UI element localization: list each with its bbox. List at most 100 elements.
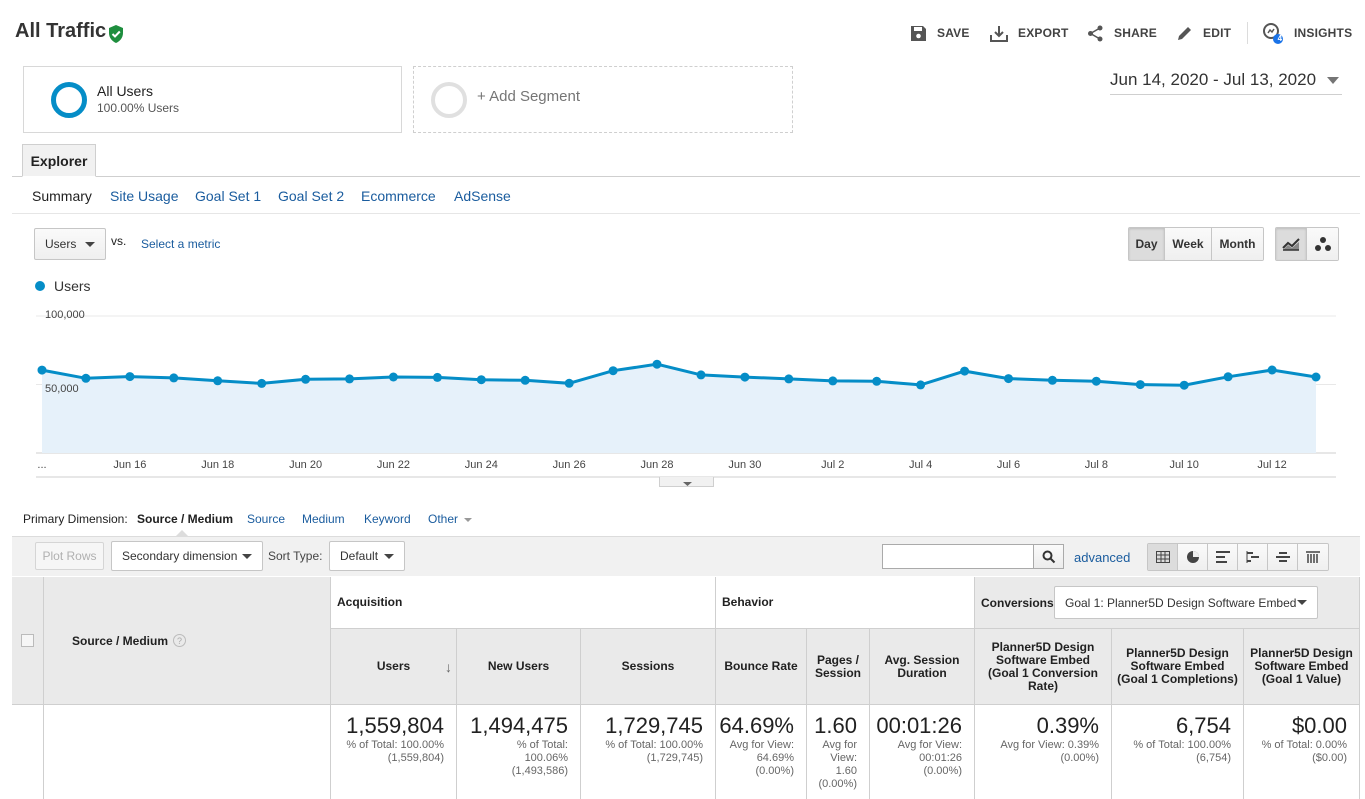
data-point[interactable] <box>1135 380 1145 390</box>
column-header-pages-per-session[interactable]: Pages / Session <box>807 629 870 705</box>
total-subtext: % of Total: <box>516 739 568 751</box>
subtab-goal-set-2[interactable]: Goal Set 2 <box>278 188 345 204</box>
data-point[interactable] <box>608 366 618 376</box>
data-point[interactable] <box>125 372 135 382</box>
dimension-other-dropdown[interactable]: Other <box>428 512 473 526</box>
subtab-ecommerce[interactable]: Ecommerce <box>361 188 436 204</box>
data-point[interactable] <box>1004 374 1013 384</box>
dimension-keyword-link[interactable]: Keyword <box>364 512 411 526</box>
sort-descending-icon[interactable]: ↓ <box>445 659 452 675</box>
table-search-button[interactable] <box>1033 544 1064 569</box>
data-point[interactable] <box>784 374 794 384</box>
data-point[interactable] <box>960 366 970 376</box>
data-point[interactable] <box>520 375 530 385</box>
sort-type-select[interactable]: Default <box>329 541 405 571</box>
x-tick-label: Jun 28 <box>640 459 674 471</box>
term-cloud-view-button[interactable] <box>1268 544 1298 570</box>
percentage-view-button[interactable] <box>1178 544 1208 570</box>
column-header-goal1-value[interactable]: Planner5D Design Software Embed (Goal 1 … <box>1244 629 1360 705</box>
data-point[interactable] <box>257 378 267 388</box>
comparison-view-button[interactable] <box>1238 544 1268 570</box>
x-tick-label: Jun 16 <box>113 459 147 471</box>
advanced-filter-link[interactable]: advanced <box>1074 550 1131 565</box>
select-metric-link[interactable]: Select a metric <box>141 237 221 251</box>
data-point[interactable] <box>37 365 47 375</box>
subtab-summary[interactable]: Summary <box>32 188 92 204</box>
data-point[interactable] <box>652 359 662 369</box>
subtab-goal-set-1[interactable]: Goal Set 1 <box>195 188 262 204</box>
data-point[interactable] <box>345 374 354 384</box>
chevron-down-icon <box>1297 600 1307 605</box>
sort-type-label: Sort Type: <box>268 549 323 563</box>
metric-select[interactable]: Users <box>34 228 106 260</box>
select-all-checkbox[interactable] <box>21 634 34 647</box>
data-point[interactable] <box>476 375 486 385</box>
data-point[interactable] <box>828 376 838 386</box>
column-header-new-users[interactable]: New Users <box>457 629 581 705</box>
tab-divider <box>12 176 1360 177</box>
help-icon[interactable]: ? <box>173 634 186 647</box>
data-point[interactable] <box>388 372 398 382</box>
data-point[interactable] <box>696 370 706 380</box>
line-chart-button[interactable] <box>1276 228 1307 260</box>
add-segment-button[interactable]: + Add Segment <box>413 66 793 133</box>
data-point[interactable] <box>1311 372 1321 382</box>
motion-chart-button[interactable] <box>1307 228 1338 260</box>
performance-view-button[interactable] <box>1208 544 1238 570</box>
table-search-input[interactable] <box>882 544 1034 569</box>
tab-explorer[interactable]: Explorer <box>22 144 96 177</box>
goal-select[interactable]: Goal 1: Planner5D Design Software Embed <box>1054 586 1318 619</box>
data-point[interactable] <box>1091 376 1101 386</box>
period-day-button[interactable]: Day <box>1129 228 1165 260</box>
export-button[interactable]: EXPORT <box>990 22 1069 44</box>
data-point[interactable] <box>1179 380 1189 390</box>
column-header-avg-session-duration[interactable]: Avg. Session Duration <box>870 629 975 705</box>
plot-rows-button[interactable]: Plot Rows <box>35 542 104 570</box>
insights-button[interactable]: 4 INSIGHTS <box>1262 22 1352 44</box>
data-point[interactable] <box>740 372 750 382</box>
segment-ring-icon <box>51 82 87 118</box>
subtab-site-usage[interactable]: Site Usage <box>110 188 179 204</box>
data-point[interactable] <box>1223 372 1233 382</box>
data-point[interactable] <box>169 373 179 383</box>
column-header-goal1-conversion-rate[interactable]: Planner5D Design Software Embed (Goal 1 … <box>975 629 1112 705</box>
column-header-goal1-completions[interactable]: Planner5D Design Software Embed (Goal 1 … <box>1112 629 1244 705</box>
data-point[interactable] <box>872 376 882 386</box>
subtab-adsense[interactable]: AdSense <box>454 188 511 204</box>
data-point[interactable] <box>1267 365 1277 375</box>
dimension-header[interactable]: Source / Medium ? <box>44 577 331 705</box>
secondary-dimension-select[interactable]: Secondary dimension <box>111 541 263 571</box>
period-month-button[interactable]: Month <box>1212 228 1263 260</box>
data-point[interactable] <box>81 373 91 383</box>
save-button[interactable]: SAVE <box>910 22 970 44</box>
period-week-button[interactable]: Week <box>1165 228 1212 260</box>
total-value: 1,559,804 <box>346 713 444 738</box>
total-value: 1,729,745 <box>605 713 703 738</box>
data-point[interactable] <box>564 378 574 388</box>
data-point[interactable] <box>916 380 926 390</box>
data-point[interactable] <box>301 374 311 384</box>
empty-segment-ring-icon <box>431 82 467 118</box>
edit-button[interactable]: EDIT <box>1176 22 1231 44</box>
total-subtext: (1,559,804) <box>387 752 444 764</box>
column-header-bounce-rate[interactable]: Bounce Rate <box>716 629 807 705</box>
dimension-medium-link[interactable]: Medium <box>302 512 345 526</box>
chart-collapse-handle[interactable] <box>659 477 714 487</box>
dimension-source-link[interactable]: Source <box>247 512 286 526</box>
segment-all-users[interactable]: All Users 100.00% Users <box>23 66 402 133</box>
data-view-button[interactable] <box>1148 544 1178 570</box>
total-subtext: (0.00%) <box>1060 752 1099 764</box>
data-point[interactable] <box>432 372 442 382</box>
chevron-down-icon[interactable] <box>1327 77 1339 84</box>
legend-users-label[interactable]: Users <box>54 278 91 294</box>
column-header-users[interactable]: Users ↓ <box>331 629 457 705</box>
column-header-sessions[interactable]: Sessions <box>581 629 716 705</box>
date-range-picker[interactable]: Jun 14, 2020 - Jul 13, 2020 <box>1110 70 1342 95</box>
users-line-chart[interactable] <box>0 295 1365 480</box>
sort-type-value: Default <box>340 549 379 563</box>
toolbar-divider <box>1247 22 1248 44</box>
data-point[interactable] <box>213 376 223 386</box>
pivot-view-button[interactable] <box>1298 544 1328 570</box>
share-button[interactable]: SHARE <box>1087 22 1157 44</box>
data-point[interactable] <box>1047 375 1057 385</box>
